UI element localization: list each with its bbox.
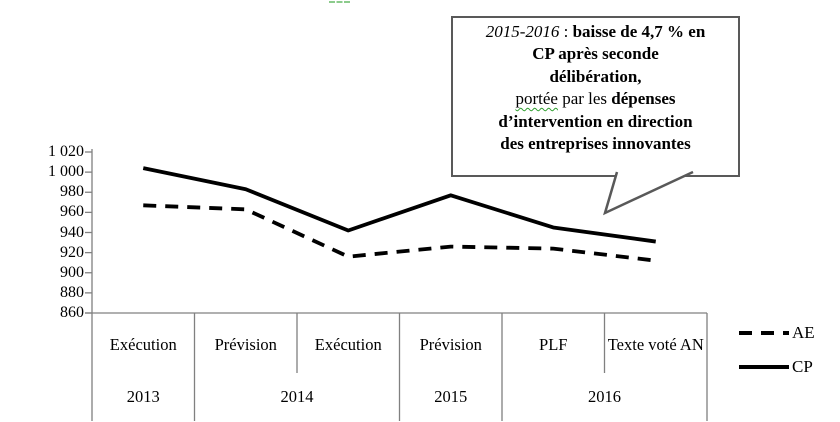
callout-portee-underlined: portée (515, 89, 558, 109)
callout-line3: délibération, (549, 66, 642, 86)
y-axis-tick-label: 960 (60, 203, 84, 221)
category-cell-plf: PLF (539, 334, 568, 354)
y-axis-tick-label: 940 (60, 223, 84, 241)
legend-label-ae: AE (792, 323, 815, 342)
y-axis-tick-label: 1 020 (48, 143, 84, 160)
y-axis-tick-label: 920 (60, 243, 84, 261)
category-cell-prevision-1: Prévision (214, 334, 277, 354)
series-ae-line (143, 203, 656, 263)
category-cell-execution-2: Exécution (314, 334, 382, 354)
category-cell-execution-1: Exécution (109, 334, 177, 354)
y-axis-tick-label: 980 (60, 183, 84, 201)
grammar-squiggle-icon (329, 1, 350, 3)
callout-text: 2015-2016 : baisse de 4,7 % en CP après … (453, 18, 738, 155)
callout-separator: : (559, 22, 573, 41)
category-cell-texte-vote-an: Texte voté AN (607, 334, 704, 354)
series-cp-line (142, 166, 657, 244)
year-cell-2015: 2015 (434, 387, 468, 406)
callout-line2: CP après seconde (532, 44, 659, 64)
year-cell-2016: 2016 (588, 387, 621, 406)
category-cell-prevision-2: Prévision (419, 334, 482, 354)
callout-bubble: 2015-2016 : baisse de 4,7 % en CP après … (451, 16, 740, 177)
callout-line1-bold: baisse de 4,7 % en (572, 22, 706, 41)
y-axis-tick-label: 880 (60, 283, 84, 301)
legend-label-cp: CP (792, 357, 813, 376)
callout-period: 2015-2016 (485, 22, 560, 41)
y-axis-tick-label: 900 (60, 263, 84, 281)
callout-line6: des entreprises innovantes (500, 134, 691, 154)
y-axis-tick-label: 860 (60, 304, 84, 321)
y-axis-tick-label: 1 000 (48, 163, 84, 181)
year-cell-2014: 2014 (280, 387, 314, 406)
callout-line4-regular: par les (557, 89, 612, 109)
year-cell-2013: 2013 (126, 387, 160, 406)
callout-line5: d’intervention en direction (498, 111, 693, 131)
callout-line4-bold: dépenses (611, 89, 676, 109)
